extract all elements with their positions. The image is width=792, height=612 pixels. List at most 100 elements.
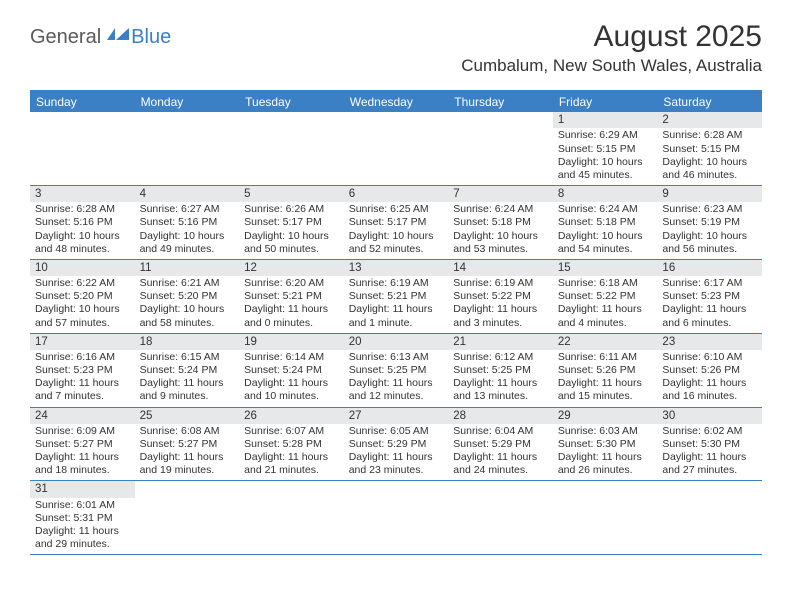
sunrise-line: Sunrise: 6:24 AM — [558, 203, 653, 216]
day-number — [344, 112, 449, 128]
day-number: 17 — [30, 334, 135, 350]
sunset-line: Sunset: 5:22 PM — [558, 290, 653, 303]
day-number: 7 — [448, 186, 553, 202]
calendar-cell — [239, 481, 344, 554]
sunset-line: Sunset: 5:16 PM — [35, 216, 130, 229]
sunset-line: Sunset: 5:30 PM — [662, 438, 757, 451]
calendar-cell: 31Sunrise: 6:01 AMSunset: 5:31 PMDayligh… — [30, 481, 135, 554]
day-number — [657, 481, 762, 497]
sunrise-line: Sunrise: 6:14 AM — [244, 351, 339, 364]
daylight-line: Daylight: 10 hours and 50 minutes. — [244, 230, 339, 256]
day-number — [448, 481, 553, 497]
calendar-cell: 1Sunrise: 6:29 AMSunset: 5:15 PMDaylight… — [553, 112, 658, 185]
sunrise-line: Sunrise: 6:04 AM — [453, 425, 548, 438]
sunrise-line: Sunrise: 6:13 AM — [349, 351, 444, 364]
day-number: 10 — [30, 260, 135, 276]
day-number: 2 — [657, 112, 762, 128]
calendar-week: 17Sunrise: 6:16 AMSunset: 5:23 PMDayligh… — [30, 334, 762, 408]
sunrise-line: Sunrise: 6:09 AM — [35, 425, 130, 438]
sunrise-line: Sunrise: 6:28 AM — [35, 203, 130, 216]
sunrise-line: Sunrise: 6:02 AM — [662, 425, 757, 438]
sunset-line: Sunset: 5:21 PM — [244, 290, 339, 303]
day-number: 28 — [448, 408, 553, 424]
daylight-line: Daylight: 11 hours and 1 minute. — [349, 303, 444, 329]
calendar-cell: 19Sunrise: 6:14 AMSunset: 5:24 PMDayligh… — [239, 334, 344, 407]
page-title: August 2025 — [461, 20, 762, 54]
sunrise-line: Sunrise: 6:05 AM — [349, 425, 444, 438]
sunrise-line: Sunrise: 6:20 AM — [244, 277, 339, 290]
dayname-sun: Sunday — [30, 92, 135, 112]
sunrise-line: Sunrise: 6:17 AM — [662, 277, 757, 290]
calendar-cell: 7Sunrise: 6:24 AMSunset: 5:18 PMDaylight… — [448, 186, 553, 259]
sunset-line: Sunset: 5:29 PM — [349, 438, 444, 451]
sunrise-line: Sunrise: 6:19 AM — [349, 277, 444, 290]
sunset-line: Sunset: 5:27 PM — [35, 438, 130, 451]
day-number: 9 — [657, 186, 762, 202]
calendar-cell — [344, 112, 449, 185]
day-number: 8 — [553, 186, 658, 202]
daylight-line: Daylight: 11 hours and 21 minutes. — [244, 451, 339, 477]
calendar-cell — [448, 481, 553, 554]
daylight-line: Daylight: 11 hours and 26 minutes. — [558, 451, 653, 477]
day-number: 21 — [448, 334, 553, 350]
daylight-line: Daylight: 10 hours and 49 minutes. — [140, 230, 235, 256]
calendar-cell: 5Sunrise: 6:26 AMSunset: 5:17 PMDaylight… — [239, 186, 344, 259]
daylight-line: Daylight: 11 hours and 18 minutes. — [35, 451, 130, 477]
sunrise-line: Sunrise: 6:01 AM — [35, 499, 130, 512]
calendar-cell: 8Sunrise: 6:24 AMSunset: 5:18 PMDaylight… — [553, 186, 658, 259]
calendar-cell — [448, 112, 553, 185]
calendar-cell: 18Sunrise: 6:15 AMSunset: 5:24 PMDayligh… — [135, 334, 240, 407]
sunset-line: Sunset: 5:25 PM — [453, 364, 548, 377]
sunset-line: Sunset: 5:19 PM — [662, 216, 757, 229]
sunrise-line: Sunrise: 6:27 AM — [140, 203, 235, 216]
sunrise-line: Sunrise: 6:12 AM — [453, 351, 548, 364]
daylight-line: Daylight: 10 hours and 57 minutes. — [35, 303, 130, 329]
day-number: 12 — [239, 260, 344, 276]
calendar-cell: 6Sunrise: 6:25 AMSunset: 5:17 PMDaylight… — [344, 186, 449, 259]
sunrise-line: Sunrise: 6:23 AM — [662, 203, 757, 216]
sunrise-line: Sunrise: 6:15 AM — [140, 351, 235, 364]
calendar-week: 10Sunrise: 6:22 AMSunset: 5:20 PMDayligh… — [30, 260, 762, 334]
calendar-cell — [344, 481, 449, 554]
calendar-cell: 24Sunrise: 6:09 AMSunset: 5:27 PMDayligh… — [30, 408, 135, 481]
daylight-line: Daylight: 11 hours and 13 minutes. — [453, 377, 548, 403]
sunset-line: Sunset: 5:27 PM — [140, 438, 235, 451]
calendar-cell: 27Sunrise: 6:05 AMSunset: 5:29 PMDayligh… — [344, 408, 449, 481]
sunset-line: Sunset: 5:18 PM — [453, 216, 548, 229]
sunset-line: Sunset: 5:17 PM — [349, 216, 444, 229]
calendar-day-header: Sunday Monday Tuesday Wednesday Thursday… — [30, 92, 762, 112]
day-number: 3 — [30, 186, 135, 202]
day-number: 30 — [657, 408, 762, 424]
daylight-line: Daylight: 11 hours and 12 minutes. — [349, 377, 444, 403]
title-block: August 2025 Cumbalum, New South Wales, A… — [461, 20, 762, 76]
dayname-tue: Tuesday — [239, 92, 344, 112]
calendar-cell: 16Sunrise: 6:17 AMSunset: 5:23 PMDayligh… — [657, 260, 762, 333]
dayname-mon: Monday — [135, 92, 240, 112]
calendar-week: 31Sunrise: 6:01 AMSunset: 5:31 PMDayligh… — [30, 481, 762, 555]
day-number — [30, 112, 135, 128]
calendar-cell: 28Sunrise: 6:04 AMSunset: 5:29 PMDayligh… — [448, 408, 553, 481]
daylight-line: Daylight: 11 hours and 10 minutes. — [244, 377, 339, 403]
sunrise-line: Sunrise: 6:07 AM — [244, 425, 339, 438]
calendar-body: 1Sunrise: 6:29 AMSunset: 5:15 PMDaylight… — [30, 112, 762, 555]
day-number — [135, 112, 240, 128]
daylight-line: Daylight: 10 hours and 45 minutes. — [558, 156, 653, 182]
location-subtitle: Cumbalum, New South Wales, Australia — [461, 56, 762, 76]
day-number: 31 — [30, 481, 135, 497]
day-number — [344, 481, 449, 497]
dayname-sat: Saturday — [657, 92, 762, 112]
sunrise-line: Sunrise: 6:21 AM — [140, 277, 235, 290]
calendar-cell: 17Sunrise: 6:16 AMSunset: 5:23 PMDayligh… — [30, 334, 135, 407]
daylight-line: Daylight: 11 hours and 24 minutes. — [453, 451, 548, 477]
day-number: 15 — [553, 260, 658, 276]
sunrise-line: Sunrise: 6:25 AM — [349, 203, 444, 216]
sunrise-line: Sunrise: 6:28 AM — [662, 129, 757, 142]
calendar-cell: 3Sunrise: 6:28 AMSunset: 5:16 PMDaylight… — [30, 186, 135, 259]
calendar-cell: 20Sunrise: 6:13 AMSunset: 5:25 PMDayligh… — [344, 334, 449, 407]
day-number: 19 — [239, 334, 344, 350]
day-number: 24 — [30, 408, 135, 424]
daylight-line: Daylight: 10 hours and 56 minutes. — [662, 230, 757, 256]
sunset-line: Sunset: 5:23 PM — [35, 364, 130, 377]
sunset-line: Sunset: 5:15 PM — [662, 143, 757, 156]
sunrise-line: Sunrise: 6:19 AM — [453, 277, 548, 290]
